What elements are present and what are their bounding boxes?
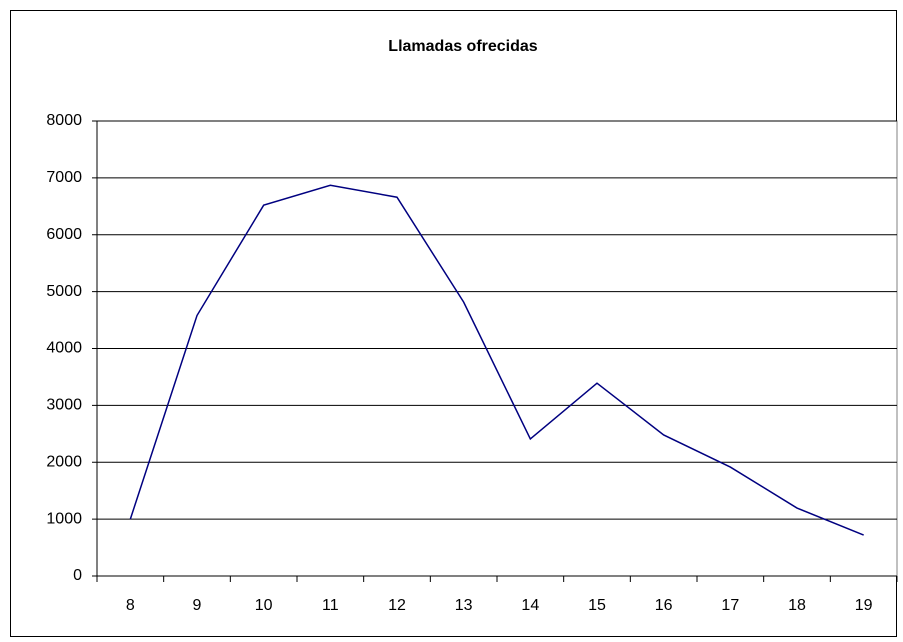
x-tick-label: 8 xyxy=(126,597,135,614)
y-tick-label: 2000 xyxy=(46,453,82,470)
x-tick-label: 13 xyxy=(455,597,473,614)
x-tick-label: 19 xyxy=(855,597,873,614)
x-tick-label: 16 xyxy=(655,597,673,614)
y-tick-label: 6000 xyxy=(46,226,82,243)
x-tick-label: 11 xyxy=(322,597,339,614)
x-tick-label: 12 xyxy=(388,597,406,614)
y-tick-label: 4000 xyxy=(46,340,82,357)
y-tick-label: 5000 xyxy=(46,283,82,300)
chart-title: Llamadas ofrecidas xyxy=(388,38,538,55)
y-tick-label: 8000 xyxy=(46,112,82,129)
y-tick-label: 7000 xyxy=(46,169,82,186)
y-tick-label: 1000 xyxy=(46,510,82,527)
y-tick-label: 3000 xyxy=(46,397,82,414)
x-tick-label: 10 xyxy=(255,597,273,614)
line-series xyxy=(129,184,864,536)
x-tick-label: 9 xyxy=(193,597,202,614)
x-tick-label: 18 xyxy=(788,597,806,614)
x-tick-label: 17 xyxy=(721,597,739,614)
x-tick-label: 15 xyxy=(588,597,606,614)
y-tick-label: 0 xyxy=(73,567,82,584)
x-tick-label: 14 xyxy=(521,597,539,614)
